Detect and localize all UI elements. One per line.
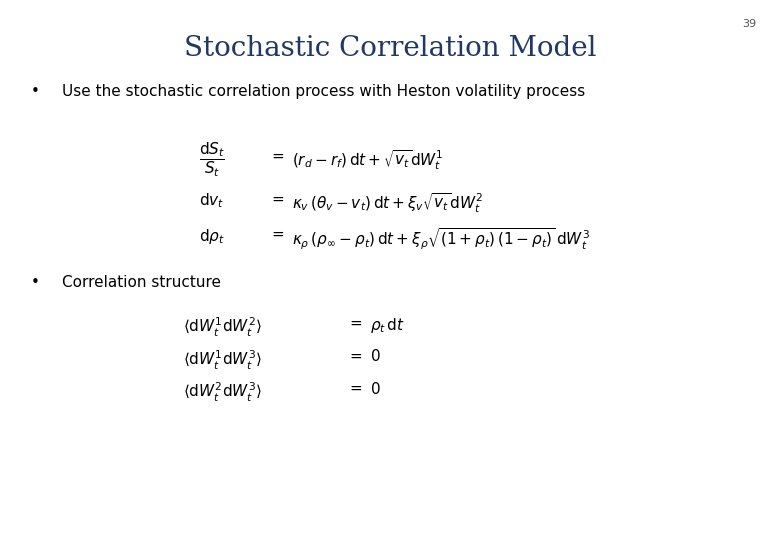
Text: $\langle \mathrm{d}W_t^1\mathrm{d}W_t^3 \rangle$: $\langle \mathrm{d}W_t^1\mathrm{d}W_t^3 … bbox=[183, 348, 262, 372]
Text: $=$: $=$ bbox=[269, 192, 285, 206]
Text: •: • bbox=[31, 275, 40, 291]
Text: $\mathrm{d}\rho_t$: $\mathrm{d}\rho_t$ bbox=[199, 227, 225, 246]
Text: $=$: $=$ bbox=[347, 348, 363, 362]
Text: Stochastic Correlation Model: Stochastic Correlation Model bbox=[184, 35, 596, 62]
Text: •: • bbox=[31, 84, 40, 99]
Text: 39: 39 bbox=[743, 19, 757, 29]
Text: $0$: $0$ bbox=[370, 348, 381, 364]
Text: $0$: $0$ bbox=[370, 381, 381, 397]
Text: $\dfrac{\mathrm{d}S_t}{S_t}$: $\dfrac{\mathrm{d}S_t}{S_t}$ bbox=[199, 140, 225, 179]
Text: $=$: $=$ bbox=[269, 148, 285, 163]
Text: $=$: $=$ bbox=[269, 227, 285, 241]
Text: $=$: $=$ bbox=[347, 316, 363, 330]
Text: $\langle \mathrm{d}W_t^1\mathrm{d}W_t^2 \rangle$: $\langle \mathrm{d}W_t^1\mathrm{d}W_t^2 … bbox=[183, 316, 262, 339]
Text: $\kappa_\rho\,(\rho_\infty - \rho_t)\,\mathrm{d}t + \xi_\rho\sqrt{(1+\rho_t)\,(1: $\kappa_\rho\,(\rho_\infty - \rho_t)\,\m… bbox=[292, 227, 590, 252]
Text: $\mathrm{d}v_t$: $\mathrm{d}v_t$ bbox=[199, 192, 224, 211]
Text: $\langle \mathrm{d}W_t^2\mathrm{d}W_t^3 \rangle$: $\langle \mathrm{d}W_t^2\mathrm{d}W_t^3 … bbox=[183, 381, 262, 404]
Text: $=$: $=$ bbox=[347, 381, 363, 395]
Text: $\rho_t\,\mathrm{d}t$: $\rho_t\,\mathrm{d}t$ bbox=[370, 316, 406, 335]
Text: Use the stochastic correlation process with Heston volatility process: Use the stochastic correlation process w… bbox=[62, 84, 586, 99]
Text: $(r_d - r_f)\,\mathrm{d}t + \sqrt{v_t}\mathrm{d}W_t^1$: $(r_d - r_f)\,\mathrm{d}t + \sqrt{v_t}\m… bbox=[292, 148, 444, 172]
Text: $\kappa_v\,(\theta_v - v_t)\,\mathrm{d}t + \xi_v\sqrt{v_t}\mathrm{d}W_t^2$: $\kappa_v\,(\theta_v - v_t)\,\mathrm{d}t… bbox=[292, 192, 484, 215]
Text: Correlation structure: Correlation structure bbox=[62, 275, 222, 291]
